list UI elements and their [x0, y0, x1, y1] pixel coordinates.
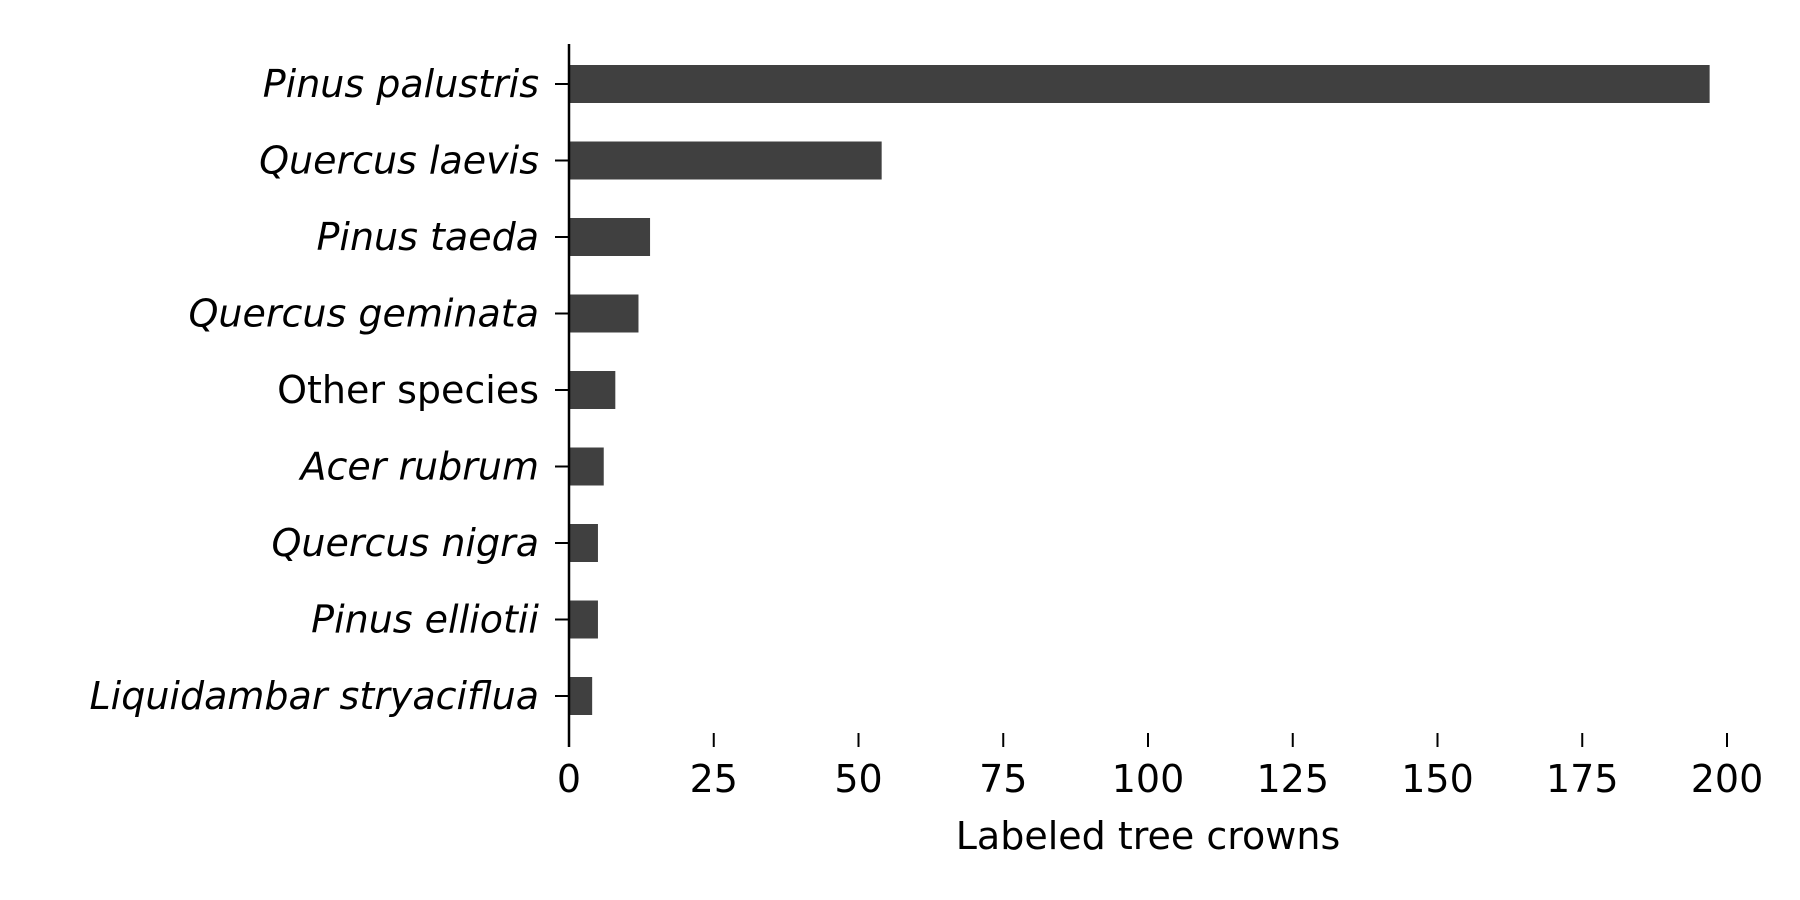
bar-other-species [569, 371, 616, 409]
x-axis-title: Labeled tree crowns [956, 814, 1341, 858]
category-label: Liquidambar stryaciflua [90, 674, 540, 718]
x-tick-label: 125 [1256, 757, 1329, 801]
category-label: Pinus elliotii [311, 598, 539, 642]
bar-pinus-taeda [569, 218, 651, 256]
bar-quercus-nigra [569, 524, 598, 562]
bar-pinus-elliotii [569, 600, 598, 639]
x-tick-label: 200 [1691, 757, 1764, 801]
bar-quercus-laevis [569, 141, 882, 180]
category-label: Pinus taeda [317, 215, 540, 259]
bar-quercus-geminata [569, 294, 639, 333]
category-label: Acer rubrum [297, 445, 539, 489]
category-label: Quercus laevis [259, 139, 539, 183]
category-label: Quercus nigra [271, 521, 539, 565]
bar-acer-rubrum [569, 447, 604, 486]
category-label: Quercus geminata [189, 292, 539, 336]
bar-liquidambar-stryaciflua [569, 677, 593, 715]
x-tick-label: 75 [979, 757, 1027, 801]
x-tick-label: 50 [834, 757, 882, 801]
bars-group [569, 65, 1710, 715]
y-ticks-group [555, 83, 569, 697]
category-label: Other species [277, 368, 539, 412]
category-labels-group: Pinus palustris Quercus laevis Pinus taeda… [90, 62, 540, 718]
x-tick-label: 25 [690, 757, 738, 801]
bar-pinus-palustris [569, 65, 1710, 103]
x-tick-label: 175 [1546, 757, 1619, 801]
x-ticks-group: 0 25 50 75 100 125 150 175 200 [557, 733, 1763, 801]
x-tick-label: 100 [1112, 757, 1185, 801]
category-label: Pinus palustris [263, 62, 539, 106]
x-tick-label: 150 [1401, 757, 1474, 801]
x-tick-label: 0 [557, 757, 581, 801]
